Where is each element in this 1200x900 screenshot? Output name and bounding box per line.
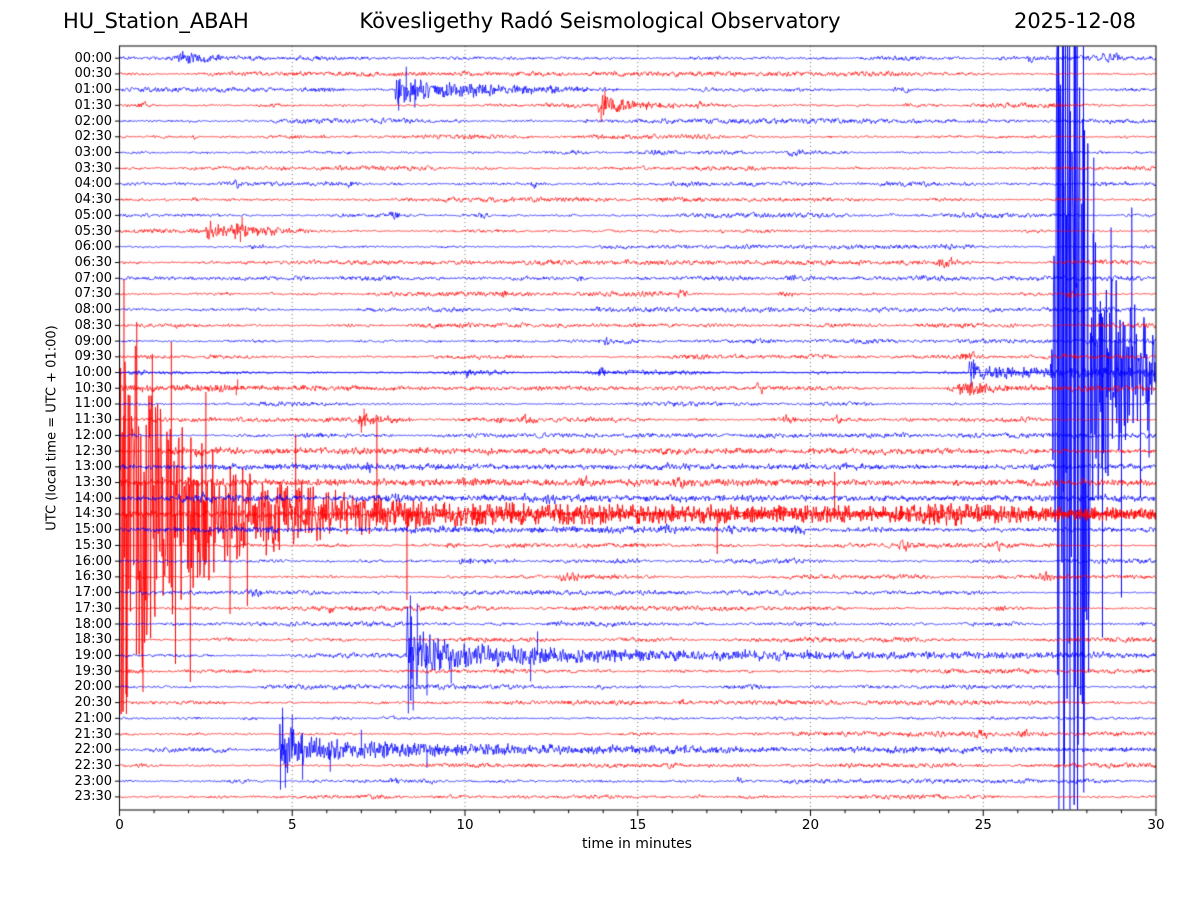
row-label: 08:30 <box>74 317 112 333</box>
row-label: 19:00 <box>74 647 112 663</box>
station-title: HU_Station_ABAH <box>63 9 249 33</box>
row-label: 15:30 <box>74 537 112 553</box>
row-label: 03:00 <box>74 145 112 160</box>
observatory-title: Kövesligethy Radó Seismological Observat… <box>359 9 841 33</box>
row-label: 16:30 <box>74 569 112 585</box>
row-label: 16:00 <box>74 553 112 569</box>
row-label: 20:30 <box>74 695 112 711</box>
row-label: 23:00 <box>74 773 112 789</box>
x-tick-label: 20 <box>801 817 820 833</box>
row-label: 20:00 <box>74 679 112 695</box>
row-label: 08:00 <box>74 302 112 318</box>
x-axis-label: time in minutes <box>582 836 692 852</box>
row-label: 14:00 <box>74 490 112 506</box>
x-tick-label: 25 <box>974 817 992 833</box>
row-label: 06:00 <box>74 239 112 255</box>
row-label: 22:00 <box>74 742 112 758</box>
row-label: 07:30 <box>74 286 112 302</box>
row-label: 22:30 <box>74 757 112 773</box>
row-label: 10:00 <box>74 365 112 381</box>
x-tick-label: 10 <box>456 817 474 833</box>
row-label: 11:30 <box>74 412 112 428</box>
row-label: 18:30 <box>74 632 112 648</box>
row-label: 12:30 <box>74 443 112 459</box>
row-label: 03:30 <box>74 160 112 176</box>
row-label: 14:30 <box>74 506 112 522</box>
row-label: 17:30 <box>74 600 112 616</box>
x-tick-label: 5 <box>287 817 297 833</box>
row-label: 11:00 <box>74 396 112 412</box>
x-tick-label: 30 <box>1147 817 1165 833</box>
row-label: 04:30 <box>74 192 112 208</box>
date-title: 2025-12-08 <box>1013 9 1136 33</box>
row-label: 04:00 <box>74 176 112 192</box>
row-label: 06:30 <box>74 255 112 271</box>
row-label: 09:30 <box>74 349 112 365</box>
row-label: 00:30 <box>74 66 112 82</box>
row-label: 01:30 <box>74 97 112 113</box>
row-label: 13:30 <box>74 475 112 491</box>
row-label: 05:30 <box>74 223 112 239</box>
row-label: 21:00 <box>74 710 112 726</box>
row-label: 07:00 <box>74 270 112 286</box>
row-label: 05:00 <box>74 207 112 223</box>
x-tick-label: 15 <box>629 817 647 833</box>
row-label: 19:30 <box>74 663 112 679</box>
row-label: 12:00 <box>74 427 112 443</box>
row-label: 17:00 <box>74 585 112 601</box>
row-label: 18:00 <box>74 616 112 632</box>
row-label: 09:00 <box>74 333 112 349</box>
row-label: 02:30 <box>74 129 112 145</box>
row-label: 23:30 <box>74 789 112 805</box>
row-label: 10:30 <box>74 380 112 396</box>
row-label: 00:00 <box>74 50 112 66</box>
row-label: 21:30 <box>74 726 112 742</box>
row-label: 15:00 <box>74 522 112 538</box>
row-label: 13:00 <box>74 459 112 475</box>
row-label: 02:00 <box>74 113 112 129</box>
x-tick-label: 0 <box>115 817 124 833</box>
row-label: 01:00 <box>74 82 112 98</box>
